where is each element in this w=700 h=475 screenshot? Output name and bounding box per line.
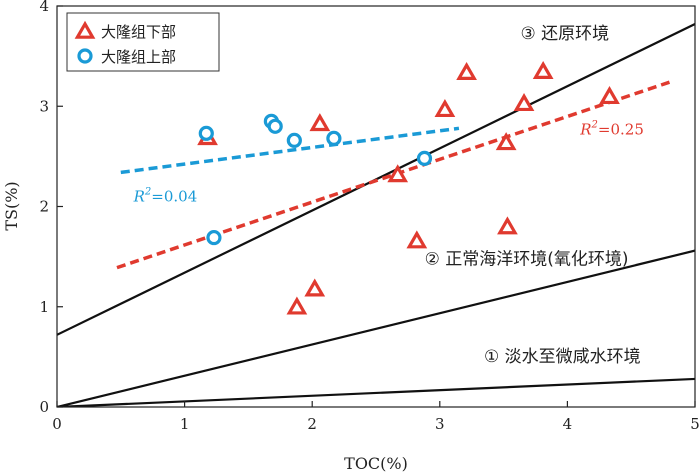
triangle-point-3 [304, 278, 326, 297]
triangle-point-10 [497, 216, 518, 235]
legend-label-1: 大隆组下部 [101, 23, 176, 41]
axes: 0 1 2 3 4 5 0 1 2 3 4 [39, 0, 699, 433]
region-label-2: ② 正常海洋环境(氧化环境) [425, 250, 629, 270]
triangle-point-4 [309, 113, 331, 132]
triangle-point-13 [599, 86, 620, 105]
circle-point-1 [198, 125, 214, 141]
y-tick-label: 2 [39, 198, 49, 216]
region-annotations: ③ 还原环境 ② 正常海洋环境(氧化环境) ① 淡水至微咸水环境 R2=0.25 R2=… [133, 24, 644, 367]
fit-lines [116, 80, 671, 270]
y-tick-label: 3 [39, 97, 49, 115]
x-tick-label: 0 [52, 415, 62, 433]
legend-marker-1 [74, 20, 96, 39]
boundary-line-2 [57, 249, 695, 407]
triangle-point-7 [434, 99, 456, 118]
x-axis-title: TOC(%) [344, 454, 408, 473]
triangle-point-5 [387, 164, 409, 183]
x-tick-label: 4 [563, 415, 573, 433]
y-tick-label: 0 [39, 398, 49, 416]
x-tick-label: 5 [690, 415, 700, 433]
triangle-point-2 [286, 296, 308, 315]
triangle-point-9 [495, 132, 517, 151]
legend-label-2: 大隆组上部 [101, 48, 176, 66]
r2-label-1: R2=0.25 [579, 119, 644, 138]
circle-point-2 [206, 229, 222, 246]
y-tick-label: 4 [39, 0, 49, 15]
legend-box [66, 12, 220, 72]
x-tick-label: 3 [435, 415, 445, 433]
x-tick-label: 1 [180, 415, 190, 433]
boundary-line-3 [57, 377, 695, 407]
circle-point-7 [416, 150, 433, 166]
circle-point-6 [326, 130, 342, 146]
y-tick-label: 1 [39, 298, 49, 316]
triangle-point-8 [456, 61, 477, 80]
triangle-point-6 [406, 230, 428, 249]
legend-marker-2 [77, 48, 93, 64]
y-axis-title: TS(%) [2, 181, 21, 230]
circle-point-4 [267, 118, 283, 134]
r2-label-2: R2=0.04 [133, 186, 198, 205]
region-label-3: ① 淡水至微咸水环境 [484, 347, 641, 367]
circle-point-5 [286, 132, 302, 148]
triangle-point-11 [513, 93, 535, 112]
fit-line-2 [120, 126, 460, 175]
data-points [197, 60, 620, 315]
x-tick-label: 2 [307, 415, 317, 433]
region-label-1: ③ 还原环境 [521, 24, 610, 44]
triangle-point-12 [532, 60, 554, 79]
